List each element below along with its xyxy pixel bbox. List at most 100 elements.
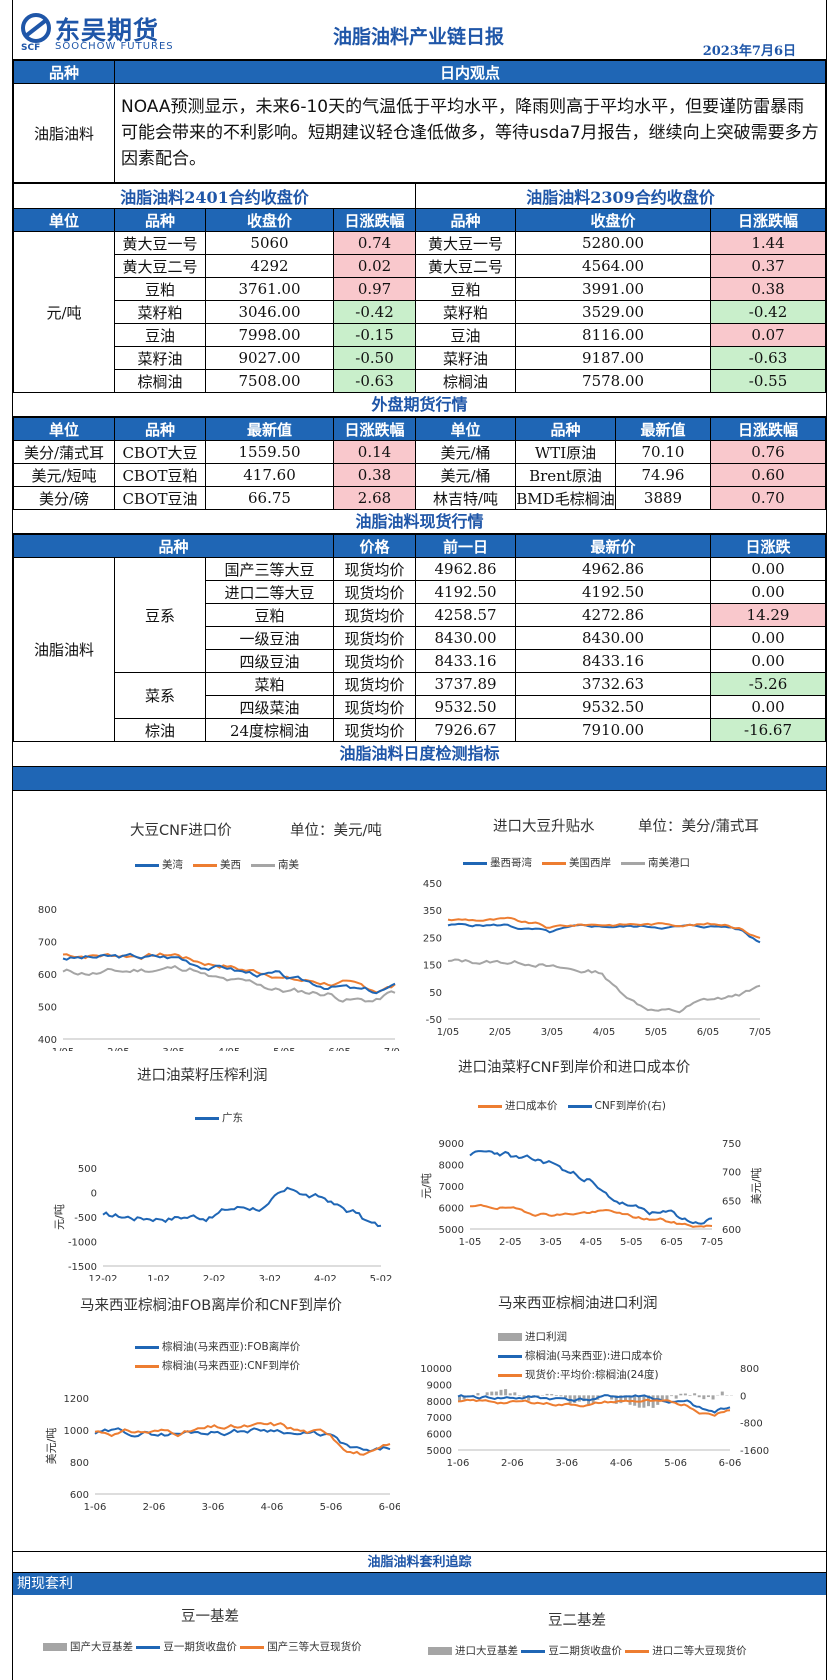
x-tick-label: 12-02 (88, 1274, 117, 1281)
view-table: 品种 日内观点 油脂油料 NOAA预测显示，未来6-10天的气温低于平均水平，降… (13, 60, 826, 183)
chart-title: 进口油菜籽压榨利润 (137, 1068, 268, 1084)
x-tick-label: 1-02 (147, 1274, 170, 1281)
y2-tick-label: 650 (722, 1196, 741, 1207)
spot-title: 油脂油料现货行情 (13, 510, 826, 534)
report-header: 东吴期货 SOOCHOW FUTURES SCF 油脂油料产业链日报 2023年… (13, 0, 826, 60)
series-line-gulf (447, 922, 761, 944)
profit-bar (628, 1395, 632, 1405)
table-row: 菜系 菜粕 现货均价 3737.89 3732.63 -5.26 (14, 672, 826, 719)
close-cell: -0.42 (332, 300, 417, 324)
y-tick-label: 6000 (439, 1204, 464, 1215)
logo-cn-text: 东吴期货 (55, 16, 160, 45)
spot-cell: 菜粕 (204, 672, 335, 696)
chart-unit: 单位：美元/吨 (290, 823, 382, 839)
spot-sub-rape: 菜系 (114, 672, 206, 719)
profit-bar (670, 1395, 674, 1397)
ext-cell: 美元/短吨 (13, 463, 115, 487)
profit-bar (623, 1395, 627, 1401)
close-cell: 黄大豆二号 (415, 254, 517, 278)
spot-cell: 4962.86 (415, 557, 517, 581)
y-tick-label: 1200 (64, 1394, 89, 1405)
view-header-view: 日内观点 (114, 60, 826, 84)
ext-cell: 2.68 (333, 486, 416, 510)
table-row: 棕油 24度棕榈油 现货均价 7926.67 7910.00 -16.67 (14, 718, 826, 742)
close-cell: 0.07 (710, 323, 826, 347)
close-cell: 棕榈油 (415, 369, 517, 393)
monitor-title: 油脂油料日度检测指标 (339, 744, 500, 763)
ext-header-5: 品种 (515, 417, 616, 441)
profit-bar (550, 1394, 554, 1396)
spot-header-change: 日涨跌 (710, 534, 826, 558)
legend-label: 棕榈油(马来西亚):CNF到岸价 (162, 1360, 300, 1372)
close-cell: 9027.00 (205, 346, 334, 370)
spot-cell: 四级菜油 (204, 695, 335, 719)
table-row: 美分/蒲式耳 CBOT大豆 1559.50 0.14 美元/桶 WTI原油 70.10 0.7… (13, 440, 826, 464)
profit-bar (697, 1395, 701, 1398)
table-row: 美元/短吨 CBOT豆粕 417.60 0.38 美元/桶 Brent原油 74.96 0.6… (13, 463, 826, 487)
series-line-cost (469, 1203, 713, 1228)
y-tick-label: -1500 (68, 1262, 97, 1273)
chart-legend: 棕榈油(马来西亚):FOB离岸价 棕榈油(马来西亚):CNF到岸价 (135, 1338, 310, 1376)
x-tick-label: 2-06 (501, 1458, 524, 1469)
table-row: 美分/磅 CBOT豆油 66.75 2.68 林吉特/吨 BMD毛棕榈油 3889 0.70 (13, 486, 826, 510)
table-row: 四级菜油 现货均价 9532.50 9532.50 0.00 (14, 695, 826, 719)
arb-c2-legend-1: 豆二期货收盘价 (548, 1645, 622, 1657)
profit-bar (476, 1393, 480, 1396)
series-line-spot-palm (457, 1398, 731, 1417)
y2-tick-label: 600 (722, 1225, 741, 1236)
x-tick-label: 4-02 (314, 1274, 337, 1281)
chart-plot: 9000 8000 7000 6000 5000 750 700 650 600 1-05 2-05… (420, 1139, 763, 1248)
spot-cell: -16.67 (710, 718, 826, 742)
chart-legend: 进口成本价 CNF到岸价(右) (478, 1098, 676, 1113)
spot-cell: 现货均价 (333, 626, 417, 650)
y-tick-label: -500 (74, 1213, 97, 1224)
chart-title: 马来西亚棕榈油进口利润 (498, 1296, 658, 1312)
spot-cell: 24度棕榈油 (204, 718, 335, 742)
close-header-0: 单位 (13, 208, 115, 232)
spot-cell: 0.00 (710, 695, 826, 719)
spot-cell: 现货均价 (333, 695, 417, 719)
close-title-left: 油脂油料2401合约收盘价 (12, 183, 417, 209)
y-tick-label: 7000 (439, 1182, 464, 1193)
y-tick-label: 9000 (439, 1139, 464, 1150)
x-tick-label: 5/05 (645, 1027, 667, 1038)
report-date: 2023年7月6日 (702, 44, 796, 59)
ext-title: 外盘期货行情 (13, 393, 826, 417)
profit-bar (485, 1392, 489, 1396)
x-tick-label: 6-06 (719, 1458, 742, 1469)
ext-cell: 美分/磅 (13, 486, 115, 510)
close-cell: 菜籽油 (415, 346, 517, 370)
close-cell: 0.74 (332, 231, 417, 255)
spot-cell: 9532.50 (515, 695, 712, 719)
x-tick-label: 1/05 (52, 1047, 74, 1051)
y-tick-label: 8000 (439, 1161, 464, 1172)
ext-cell: 0.70 (710, 486, 826, 510)
profit-bar (545, 1393, 549, 1396)
chart-unit: 单位：美分/蒲式耳 (638, 819, 759, 835)
y-tick-label: 800 (38, 905, 57, 916)
profit-bar (614, 1395, 618, 1404)
profit-bar (527, 1395, 531, 1401)
profit-bar (490, 1391, 494, 1396)
profit-bar (665, 1395, 669, 1400)
close-cell: 0.02 (332, 254, 417, 278)
close-cell: 7578.00 (515, 369, 712, 393)
close-cell: 棕榈油 (114, 369, 206, 393)
profit-bar (536, 1395, 540, 1397)
x-tick-label: 6/05 (697, 1027, 719, 1038)
x-tick-label: 6-06 (379, 1502, 400, 1513)
chart-5: 马来西亚棕榈油FOB离岸价和CNF到岸价 棕榈油(马来西亚):FOB离岸价 棕榈油(… (25, 1286, 400, 1526)
y-tick-label: 600 (38, 970, 57, 981)
spot-cell: 9532.50 (415, 695, 517, 719)
chart-2: 进口大豆升贴水 单位：美分/蒲式耳 墨西哥湾 美国西岸 南美港口 450 350 250 150… (408, 811, 818, 1051)
close-cell: 3529.00 (515, 300, 712, 324)
spot-cell: 14.29 (710, 603, 826, 627)
spot-header-latest: 最新价 (515, 534, 712, 558)
table-row: 豆粕 3761.00 0.97 豆粕 3991.00 0.38 (14, 277, 826, 301)
profit-bar (688, 1395, 692, 1396)
chart-title: 进口油菜籽CNF到岸价和进口成本价 (458, 1060, 691, 1076)
arb-c1-legend-2: 国产三等大豆现货价 (267, 1641, 362, 1653)
spot-cell: 现货均价 (333, 718, 417, 742)
chart-4: 进口油菜籽CNF到岸价和进口成本价 进口成本价 CNF到岸价(右) 9000 8000 7… (408, 1056, 818, 1281)
